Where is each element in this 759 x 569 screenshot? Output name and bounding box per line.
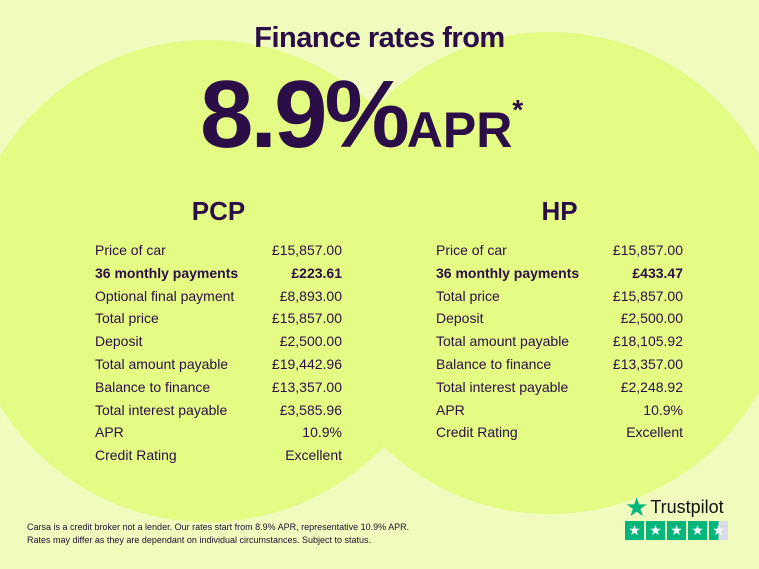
trustpilot-label: Trustpilot [650, 496, 724, 517]
row-label: 36 monthly payments [95, 264, 239, 281]
row-value: Excellent [285, 447, 342, 464]
rate-suffix: APR [406, 102, 513, 158]
row-label: Total amount payable [95, 355, 229, 372]
rating-star-icon: ★ [709, 521, 728, 540]
headline: Finance rates from [254, 22, 505, 54]
row-label: Total interest payable [95, 401, 228, 418]
hp-title: HP [541, 196, 578, 226]
trustpilot-star-icon: ★ [625, 492, 649, 522]
row-label: Deposit [436, 310, 484, 327]
table-row: 36 monthly payments £433.47 [436, 262, 683, 285]
table-row: Credit Rating Excellent [436, 421, 683, 444]
rating-star-icon: ★ [646, 521, 665, 540]
rating-star-icon: ★ [625, 521, 644, 540]
row-label: Price of car [436, 242, 507, 258]
row-label: Price of car [95, 242, 166, 258]
table-row: Balance to finance £13,357.00 [436, 353, 683, 376]
trustpilot-rating: ★ ★ ★ ★ ★ [625, 521, 728, 540]
hp-table: HP Price of car £15,857.00 36 monthly paym… [436, 195, 683, 444]
row-label: Credit Rating [95, 447, 177, 464]
row-value: £433.47 [632, 264, 683, 281]
table-row: APR 10.9% [436, 399, 683, 422]
table-row: Price of car £15,857.00 [436, 239, 683, 262]
table-row: Credit Rating Excellent [95, 444, 342, 467]
table-row: 36 monthly payments £223.61 [95, 262, 342, 285]
table-row: Total amount payable £19,442.96 [95, 353, 342, 376]
row-label: Total price [95, 310, 159, 327]
row-value: £15,857.00 [271, 310, 342, 327]
table-row: Optional final payment £8,893.00 [95, 285, 342, 308]
row-value: £15,857.00 [612, 287, 683, 304]
row-value: £8,893.00 [279, 287, 342, 304]
rating-star-icon: ★ [667, 521, 686, 540]
row-value: £19,442.96 [271, 355, 342, 372]
table-row: Deposit £2,500.00 [95, 330, 342, 353]
table-row: Balance to finance £13,357.00 [95, 376, 342, 399]
row-label: Balance to finance [436, 355, 552, 372]
row-value: £15,857.00 [612, 242, 683, 258]
row-value: 10.9% [643, 401, 683, 418]
row-value: £2,500.00 [279, 333, 342, 350]
table-row: Deposit £2,500.00 [436, 307, 683, 330]
row-value: £2,500.00 [620, 310, 683, 327]
table-row: Total price £15,857.00 [95, 307, 342, 330]
row-label: 36 monthly payments [436, 264, 580, 281]
rate-display: 8.9%APR* [200, 60, 523, 170]
row-value: Excellent [626, 424, 683, 441]
table-row: Total amount payable £18,105.92 [436, 330, 683, 353]
row-value: £13,357.00 [271, 378, 342, 395]
row-value: 10.9% [302, 424, 342, 441]
table-row: APR 10.9% [95, 421, 342, 444]
rating-star-icon: ★ [688, 521, 707, 540]
disclaimer-line: Rates may differ as they are dependant o… [27, 535, 372, 545]
row-label: Total interest payable [436, 378, 569, 395]
table-row: Price of car £15,857.00 [95, 239, 342, 262]
pcp-table: PCP Price of car £15,857.00 36 monthly pay… [95, 195, 342, 467]
row-value: £223.61 [291, 264, 342, 281]
row-label: Total amount payable [436, 333, 570, 350]
disclaimer-line: Carsa is a credit broker not a lender. O… [27, 522, 410, 532]
row-value: £3,585.96 [279, 401, 342, 418]
table-row: Total interest payable £2,248.92 [436, 376, 683, 399]
table-row: Total interest payable £3,585.96 [95, 399, 342, 422]
row-label: Optional final payment [95, 287, 235, 304]
row-label: Credit Rating [436, 424, 518, 441]
row-label: Balance to finance [95, 378, 211, 395]
pcp-title: PCP [191, 196, 246, 226]
row-label: APR [95, 424, 124, 441]
row-value: £2,248.92 [620, 378, 683, 395]
row-value: £15,857.00 [271, 242, 342, 258]
row-value: £18,105.92 [612, 333, 683, 350]
row-value: £13,357.00 [612, 355, 683, 372]
rate-value: 8.9% [200, 61, 410, 168]
trustpilot-badge[interactable]: ★ Trustpilot ★ ★ ★ ★ ★ [625, 492, 728, 540]
row-label: Total price [436, 287, 500, 304]
disclaimer: Carsa is a credit broker not a lender. O… [27, 521, 409, 547]
asterisk: * [512, 94, 524, 125]
row-label: APR [436, 401, 465, 418]
row-label: Deposit [95, 333, 143, 350]
background-circle-right [310, 32, 759, 514]
table-row: Total price £15,857.00 [436, 285, 683, 308]
